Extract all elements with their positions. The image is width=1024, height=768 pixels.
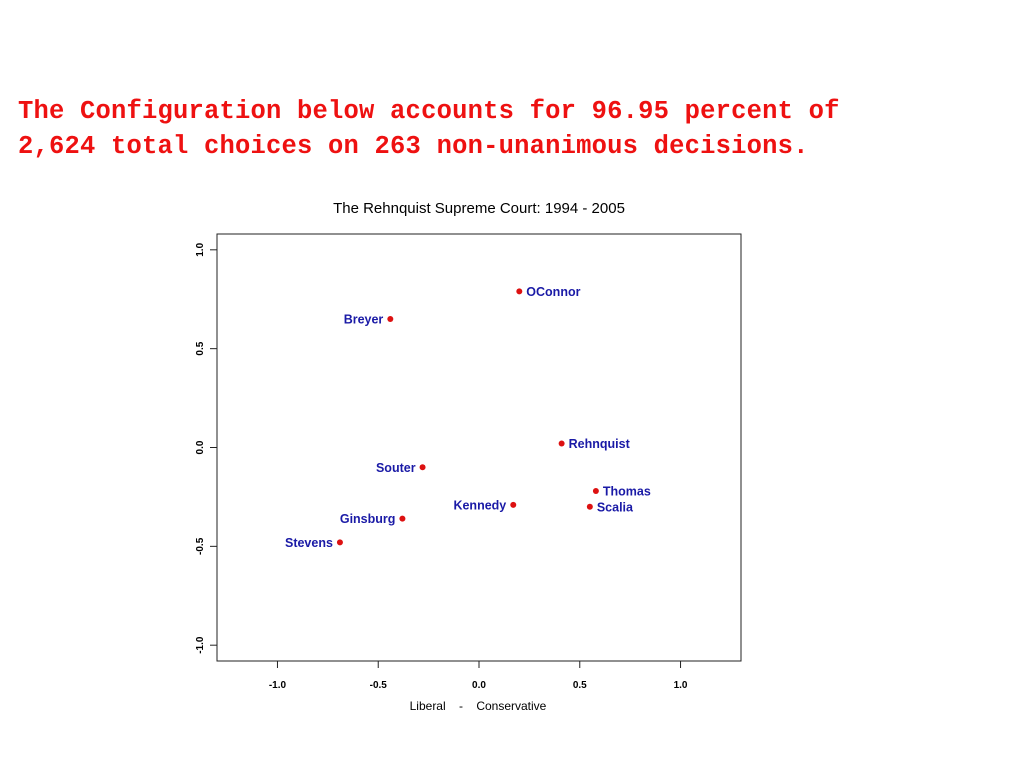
y-tick-label: -0.5 bbox=[195, 537, 206, 555]
point-kennedy bbox=[510, 501, 517, 508]
x-tick-label: -0.5 bbox=[370, 680, 388, 691]
x-axis-label: Liberal - Conservative bbox=[410, 699, 547, 713]
point-label-kennedy: Kennedy bbox=[453, 498, 506, 512]
plot-frame bbox=[216, 233, 742, 662]
point-thomas bbox=[592, 487, 599, 494]
point-breyer bbox=[387, 316, 394, 323]
point-scalia bbox=[586, 503, 593, 510]
y-tick-label: 1.0 bbox=[195, 242, 206, 256]
point-label-thomas: Thomas bbox=[603, 484, 651, 498]
point-rehnquist bbox=[558, 440, 565, 447]
y-tick-label: 0.5 bbox=[195, 341, 206, 355]
point-label-scalia: Scalia bbox=[597, 500, 634, 514]
x-axis: -1.0 -0.5 0.0 0.5 1.0 bbox=[269, 661, 688, 691]
point-label-souter: Souter bbox=[376, 461, 416, 475]
y-axis: 1.0 0.5 0.0 -0.5 -1.0 bbox=[195, 242, 217, 654]
x-tick-label: -1.0 bbox=[269, 680, 287, 691]
point-stevens bbox=[336, 539, 343, 546]
point-ginsburg bbox=[399, 515, 406, 522]
chart-title: The Rehnquist Supreme Court: 1994 - 2005 bbox=[333, 200, 625, 217]
y-tick-label: 0.0 bbox=[195, 440, 206, 454]
x-tick-label: 1.0 bbox=[674, 680, 688, 691]
point-souter bbox=[419, 464, 426, 471]
data-points: OConnor Breyer Rehnquist Souter Thomas Kenned… bbox=[285, 285, 651, 550]
headline-line-2: 2,624 total choices on 263 non-unanimous… bbox=[18, 132, 809, 161]
point-label-rehnquist: Rehnquist bbox=[569, 437, 631, 451]
headline-line-1: The Configuration below accounts for 96.… bbox=[18, 97, 840, 126]
point-oconnor bbox=[516, 288, 523, 295]
y-tick-label: -1.0 bbox=[195, 636, 206, 654]
point-label-oconnor: OConnor bbox=[526, 285, 580, 299]
headline: The Configuration below accounts for 96.… bbox=[18, 94, 1008, 164]
point-label-ginsburg: Ginsburg bbox=[340, 512, 396, 526]
x-tick-label: 0.5 bbox=[573, 680, 587, 691]
point-label-stevens: Stevens bbox=[285, 536, 333, 550]
point-label-breyer: Breyer bbox=[344, 313, 384, 327]
x-tick-label: 0.0 bbox=[472, 680, 486, 691]
